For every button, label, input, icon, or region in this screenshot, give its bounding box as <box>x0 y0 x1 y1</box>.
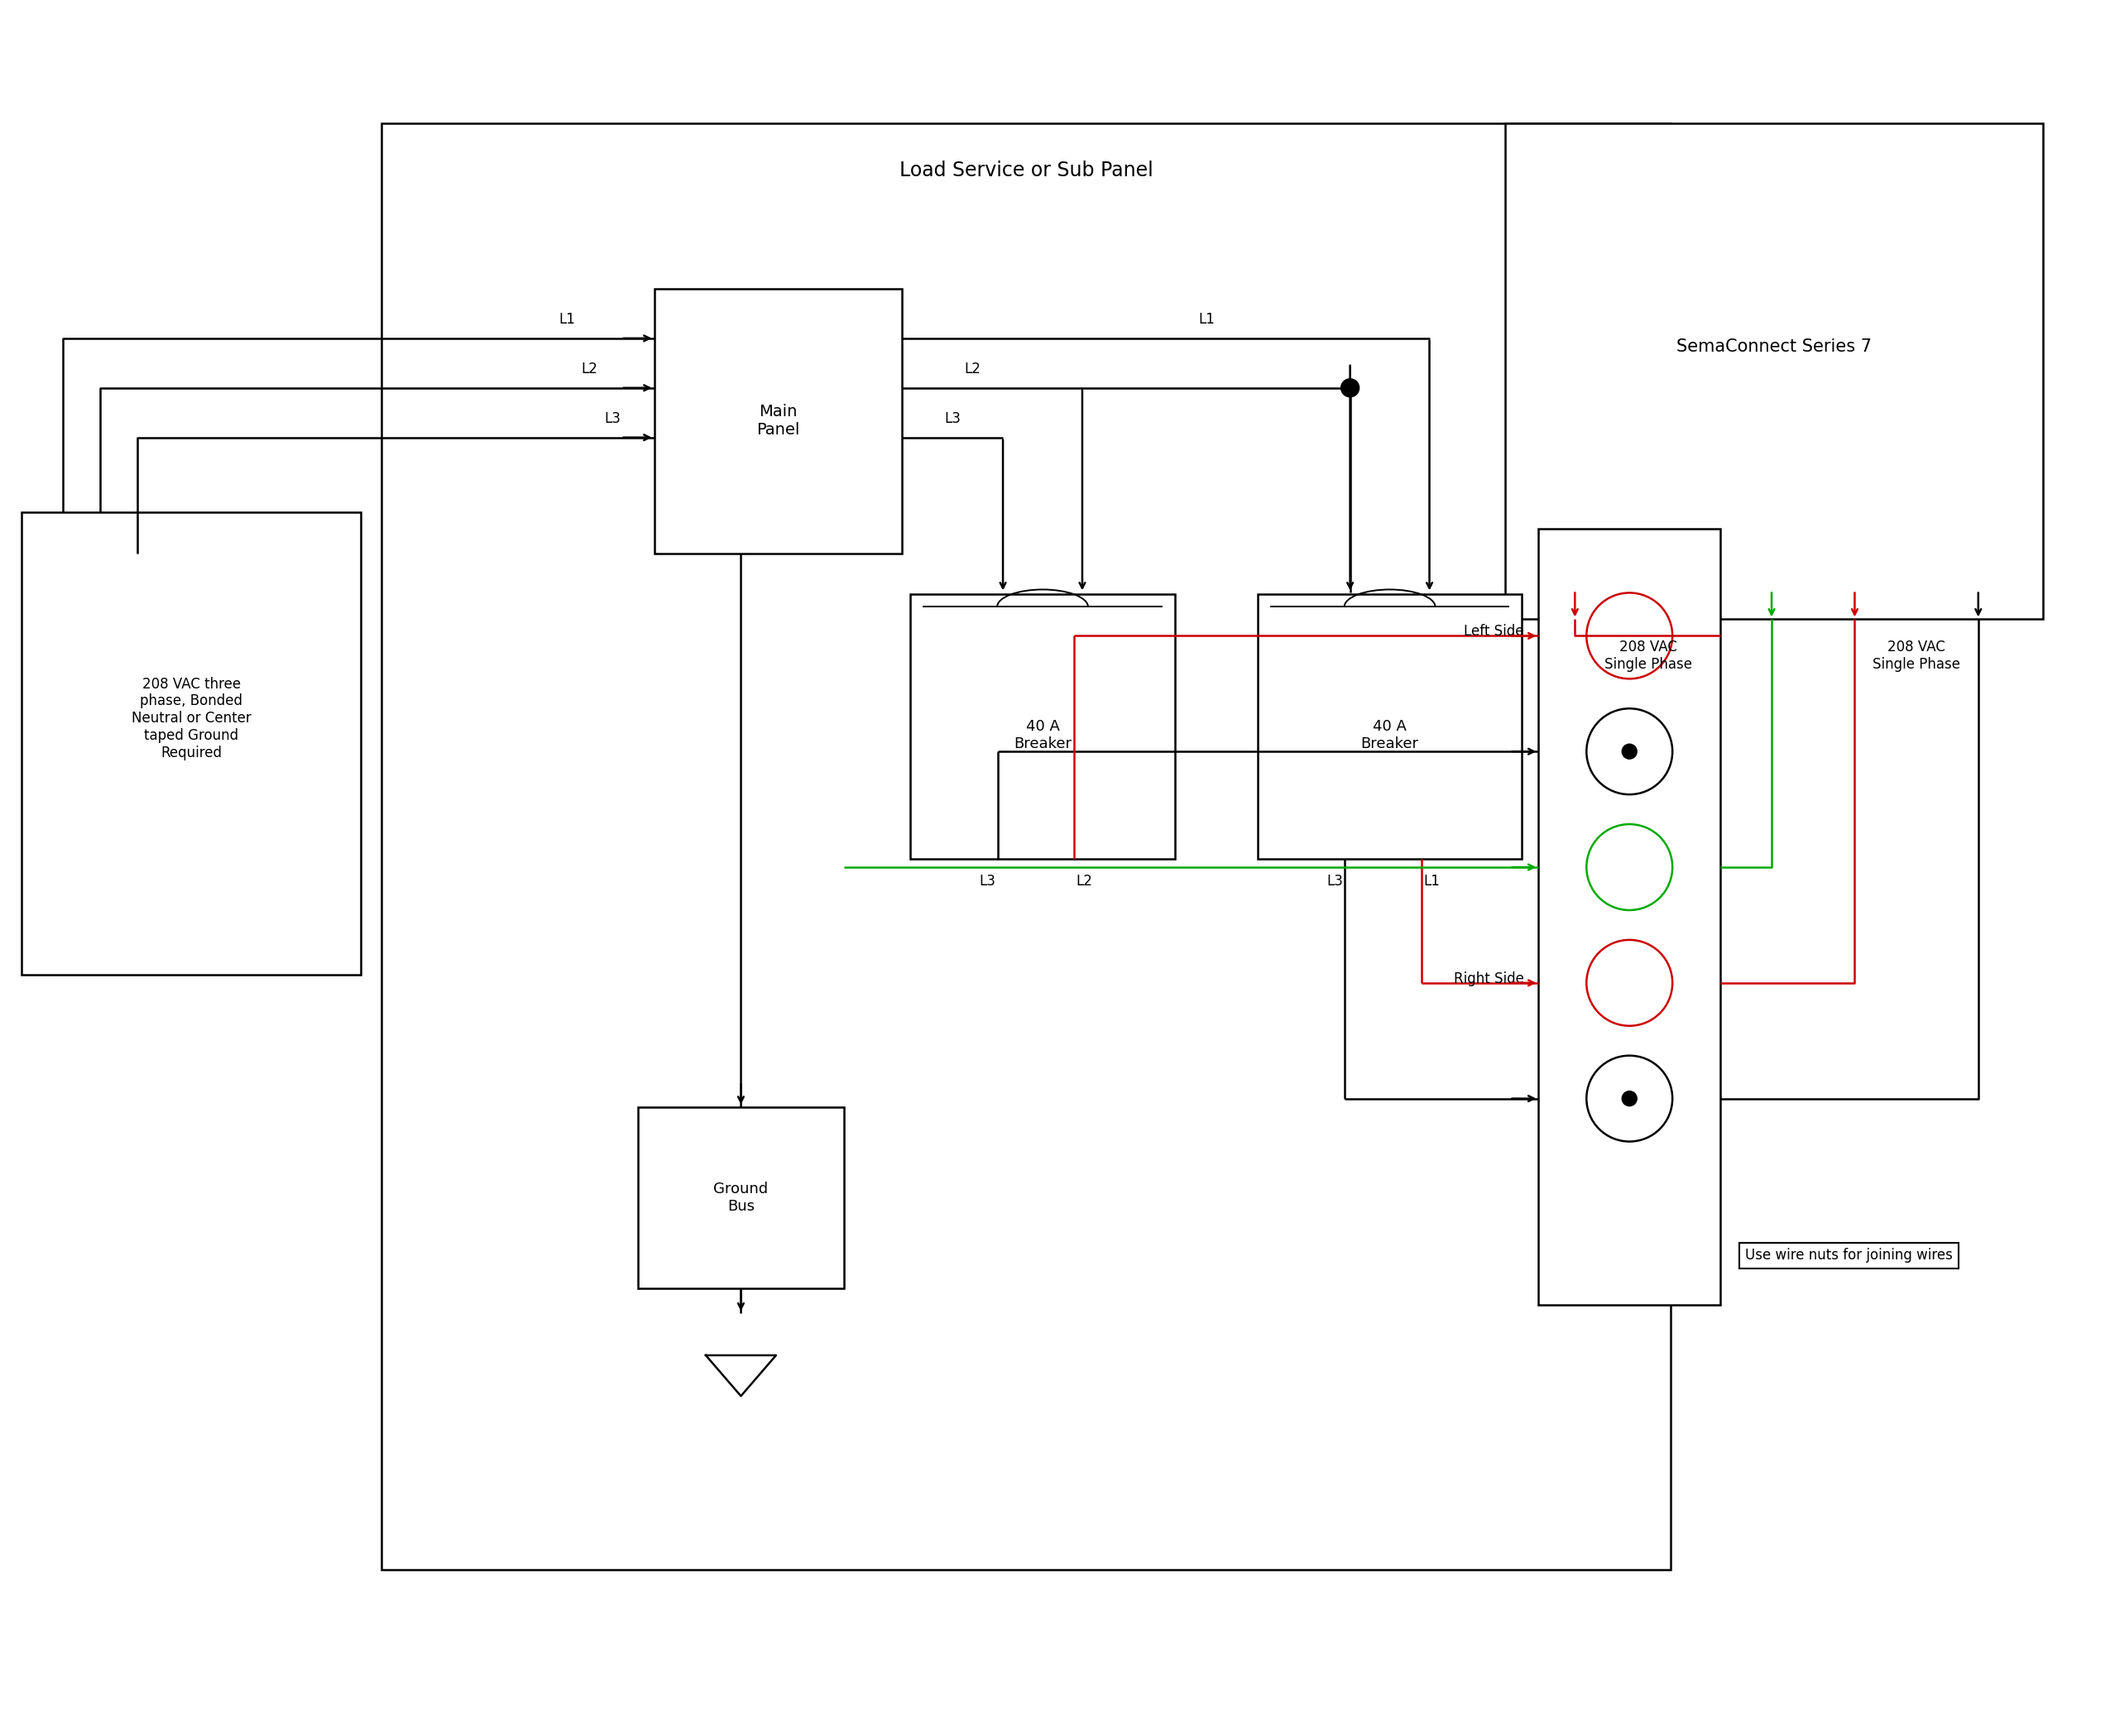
Text: Ground
Bus: Ground Bus <box>713 1182 768 1213</box>
Text: L3: L3 <box>1327 873 1344 889</box>
Text: L2: L2 <box>964 361 981 377</box>
Bar <box>1538 528 1720 1305</box>
Text: L1: L1 <box>1198 312 1215 326</box>
Bar <box>21 512 361 974</box>
Text: 208 VAC three
phase, Bonded
Neutral or Center
taped Ground
Required: 208 VAC three phase, Bonded Neutral or C… <box>131 677 251 760</box>
Text: Load Service or Sub Panel: Load Service or Sub Panel <box>899 161 1152 181</box>
Text: Right Side: Right Side <box>1454 970 1523 986</box>
Text: L3: L3 <box>606 411 620 425</box>
Text: SemaConnect Series 7: SemaConnect Series 7 <box>1677 339 1872 354</box>
Text: L1: L1 <box>1422 873 1439 889</box>
Text: 208 VAC
Single Phase: 208 VAC Single Phase <box>1872 641 1960 672</box>
Circle shape <box>1342 378 1359 398</box>
Text: 208 VAC
Single Phase: 208 VAC Single Phase <box>1604 641 1692 672</box>
Text: L2: L2 <box>1076 873 1093 889</box>
Bar <box>637 1108 844 1288</box>
Text: L3: L3 <box>979 873 996 889</box>
Circle shape <box>1623 1092 1637 1106</box>
Bar <box>909 594 1175 859</box>
Text: 40 A
Breaker: 40 A Breaker <box>1013 719 1072 752</box>
Bar <box>1504 123 2042 620</box>
Text: Main
Panel: Main Panel <box>757 404 800 437</box>
Text: Use wire nuts for joining wires: Use wire nuts for joining wires <box>1745 1248 1952 1264</box>
Text: L3: L3 <box>945 411 960 425</box>
Text: L2: L2 <box>582 361 597 377</box>
Text: 40 A
Breaker: 40 A Breaker <box>1361 719 1418 752</box>
Circle shape <box>1623 745 1637 759</box>
Bar <box>382 123 1671 1569</box>
Text: L1: L1 <box>559 312 576 326</box>
Bar <box>654 288 903 554</box>
Text: Left Side: Left Side <box>1464 625 1523 639</box>
Bar <box>1258 594 1521 859</box>
